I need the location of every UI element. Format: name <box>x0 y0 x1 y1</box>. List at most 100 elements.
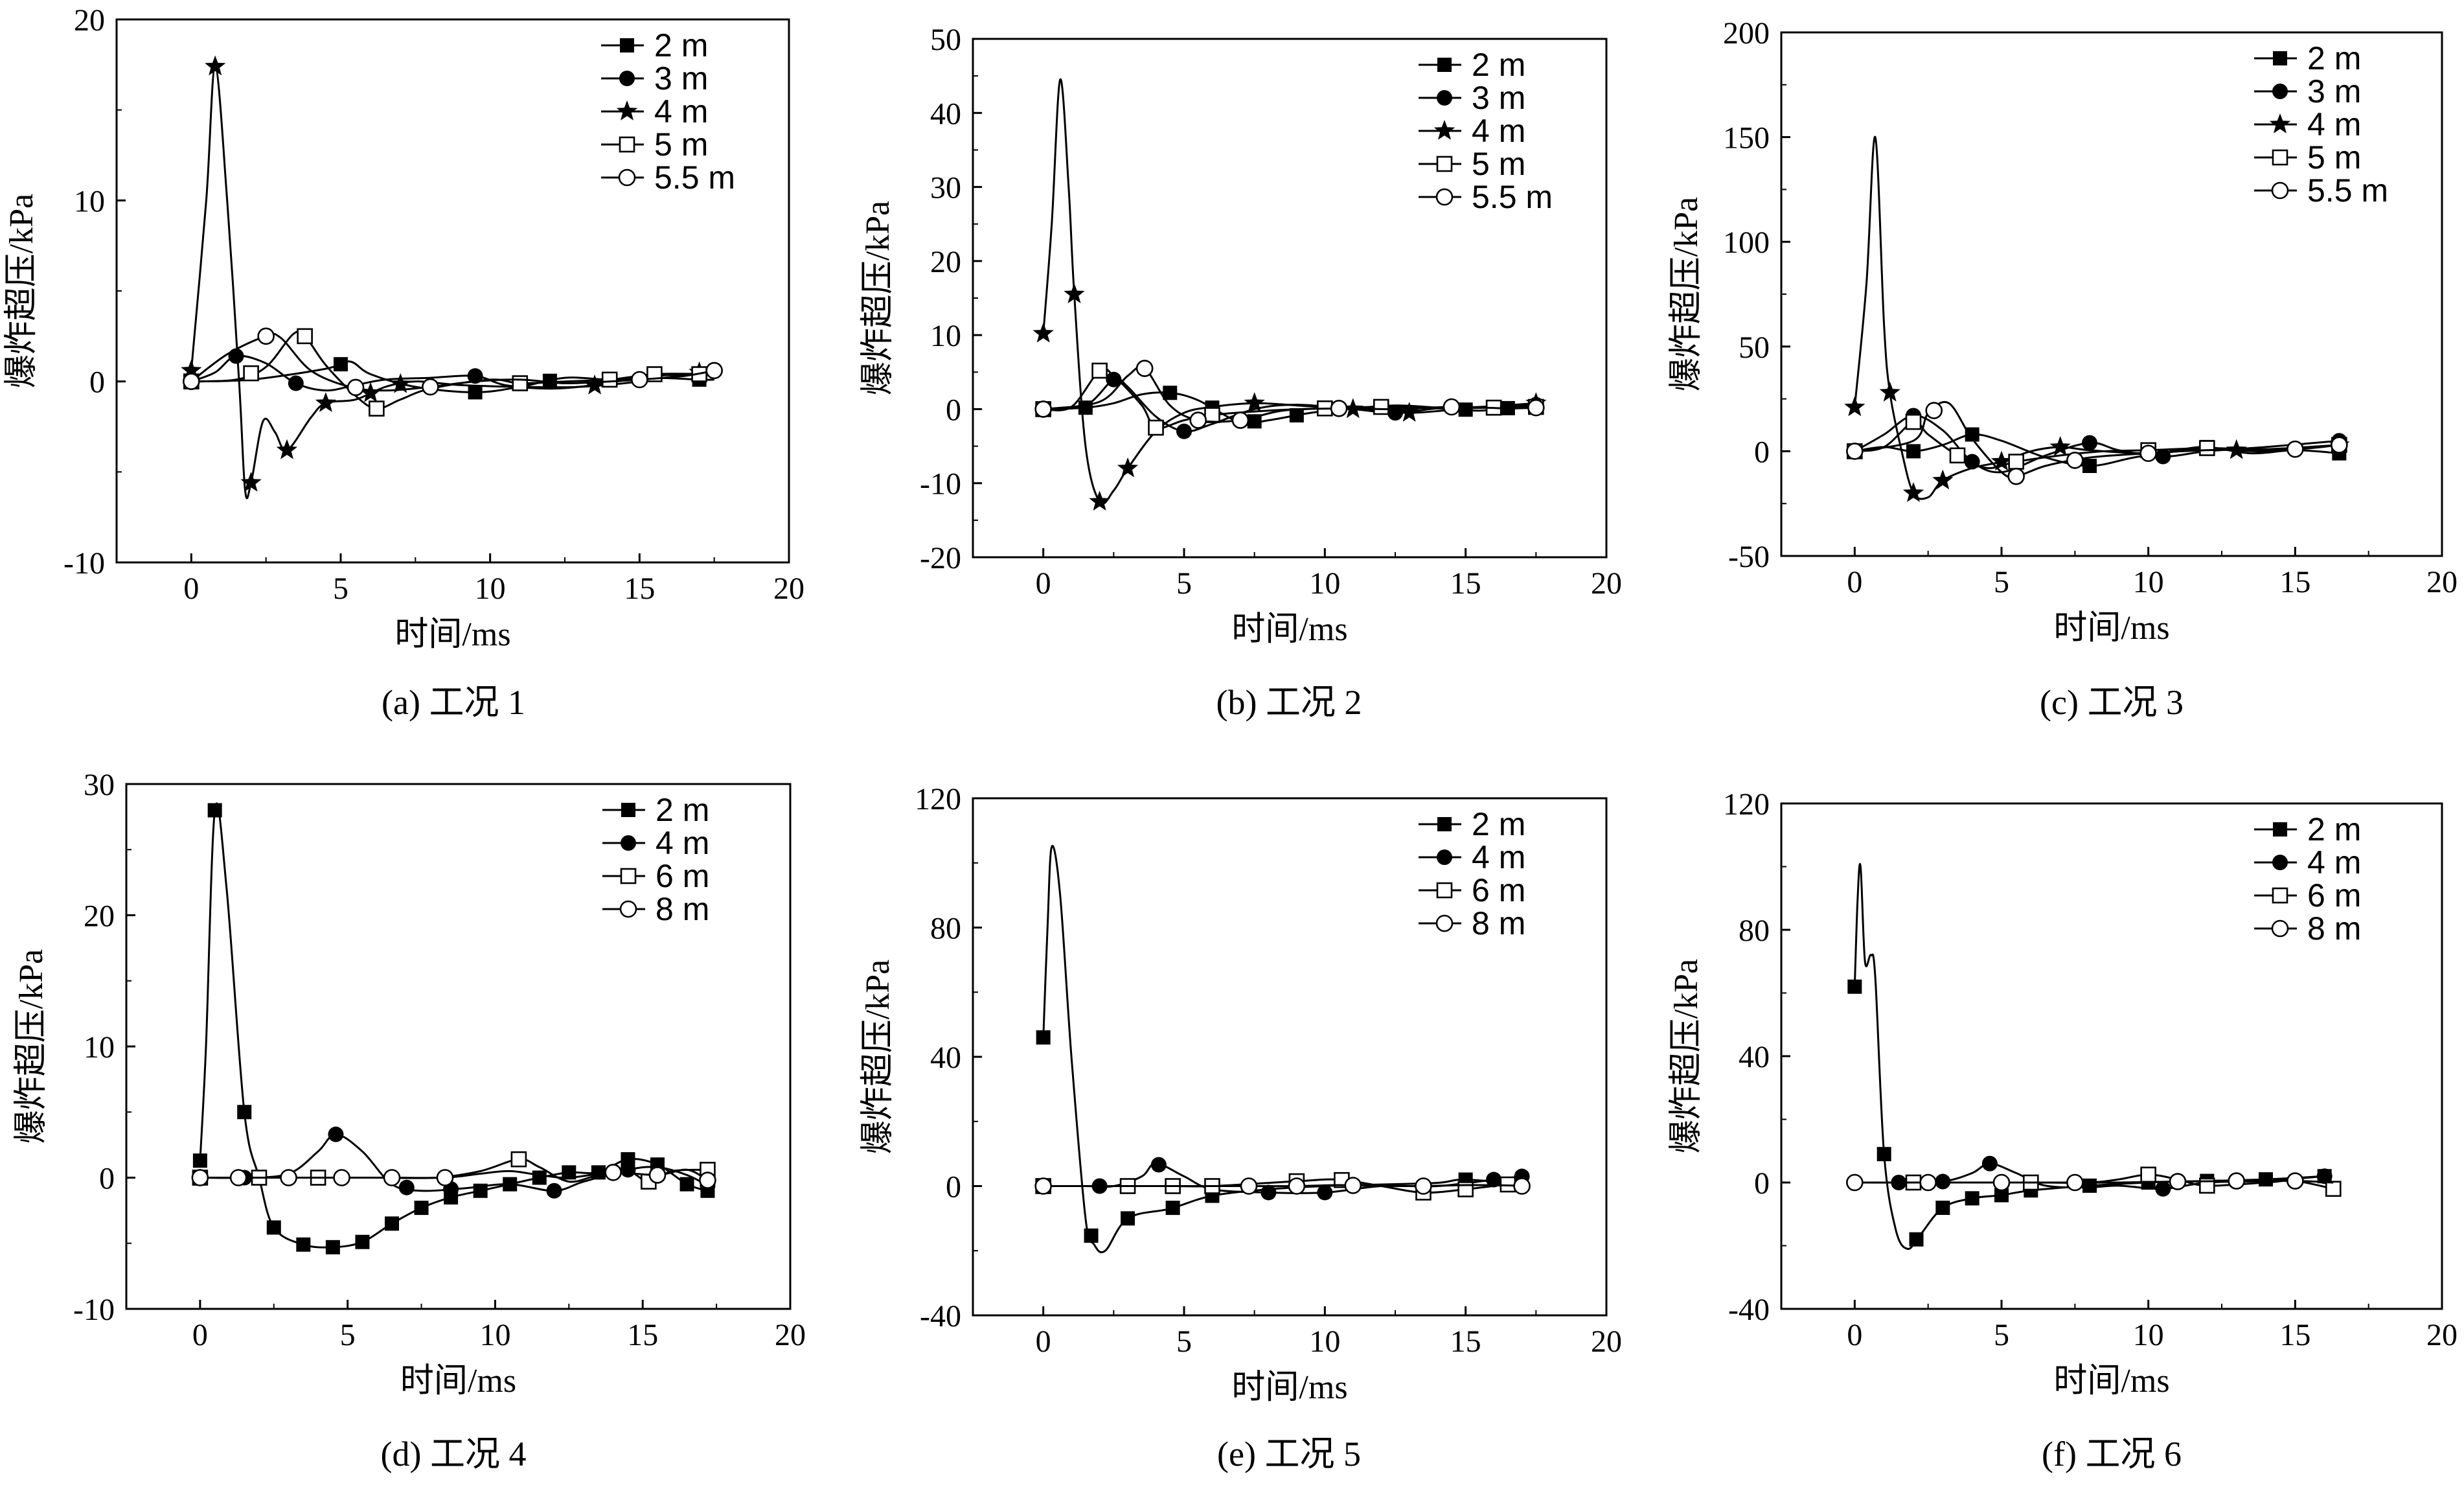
legend-marker <box>621 835 636 851</box>
legend-marker <box>1435 188 1454 206</box>
series-line <box>1854 1179 2334 1184</box>
data-point <box>1344 1177 1362 1194</box>
data-point <box>1150 1157 1167 1173</box>
data-point <box>2140 1166 2156 1183</box>
y-tick-label: 150 <box>1723 121 1770 156</box>
data-point <box>266 1220 281 1235</box>
series-5-5m <box>1846 401 2348 485</box>
x-tick-label: 10 <box>2133 1318 2164 1352</box>
data-point <box>1163 386 1178 400</box>
x-tick-label: 20 <box>2426 1318 2458 1352</box>
legend-label: 4 m <box>656 825 709 861</box>
y-tick-label: -10 <box>920 467 961 502</box>
y-tick-label: 10 <box>930 319 961 353</box>
series-8m <box>1846 1172 2334 1192</box>
data-point <box>1289 408 1304 422</box>
data-point <box>333 1169 350 1186</box>
legend-label: 2 m <box>654 27 708 63</box>
x-axis-title: 时间/ms <box>1231 611 1347 648</box>
data-point <box>1847 979 1862 994</box>
data-point <box>621 1152 635 1167</box>
data-point <box>422 378 439 396</box>
data-point <box>1244 392 1265 412</box>
chart-panel-4: 0 5 10 15 20 -10 0 10 20 30 时间/ms 爆炸超压/kPa 2 m4 m6 m… <box>13 768 806 1473</box>
legend-marker <box>2273 51 2287 65</box>
data-point <box>315 392 337 412</box>
x-tick-label: 5 <box>340 1318 356 1352</box>
x-tick-label: 0 <box>192 1318 208 1352</box>
x-tick-label: 20 <box>775 1318 806 1352</box>
panel-caption: (e) 工况 5 <box>1217 1435 1361 1473</box>
legend: 2 m4 m6 m8 m <box>1419 806 1525 941</box>
legend-label: 3 m <box>1472 80 1525 116</box>
data-point <box>648 1166 667 1184</box>
data-point <box>1415 1177 1432 1195</box>
x-tick-label: 10 <box>1309 566 1340 601</box>
data-point <box>347 378 365 397</box>
data-point <box>2155 448 2171 465</box>
data-point <box>562 1165 576 1180</box>
y-tick-label: 120 <box>915 782 961 816</box>
data-point <box>1330 399 1348 417</box>
data-point <box>1527 398 1545 417</box>
data-point <box>1991 450 2013 471</box>
data-point <box>1288 1177 1306 1195</box>
data-point <box>2049 435 2071 456</box>
legend-label: 5 m <box>1472 146 1525 182</box>
legend-marker <box>621 803 635 817</box>
data-point <box>1932 469 1954 490</box>
x-tick-label: 0 <box>1036 566 1051 601</box>
data-point <box>1981 1155 1998 1172</box>
legend-marker <box>1436 882 1453 899</box>
x-tick-label: 5 <box>1994 1318 2009 1352</box>
x-tick-label: 10 <box>2133 565 2164 599</box>
data-point <box>1949 447 1966 464</box>
legend-label: 6 m <box>1472 872 1525 908</box>
data-point <box>192 1153 207 1168</box>
y-tick-label: 30 <box>930 171 961 205</box>
data-point <box>1879 381 1900 402</box>
legend-label: 4 m <box>2307 106 2361 143</box>
data-point <box>2007 467 2025 485</box>
series-4m <box>1043 1157 1530 1201</box>
legend-marker <box>619 136 635 153</box>
data-point <box>2082 1178 2097 1193</box>
series-8m <box>191 1164 716 1189</box>
data-point <box>355 1234 370 1249</box>
data-point <box>510 1151 527 1168</box>
data-point <box>1905 413 1922 430</box>
data-point <box>1117 457 1139 478</box>
series-line <box>1042 844 1522 1254</box>
y-tick-label: -10 <box>73 1293 115 1327</box>
x-tick-label: 20 <box>1591 1324 1622 1359</box>
y-tick-label: 0 <box>946 1170 961 1205</box>
data-point <box>325 1240 340 1254</box>
panel-caption: (d) 工况 4 <box>381 1435 527 1473</box>
data-point <box>436 1169 454 1186</box>
legend-marker <box>1437 58 1452 72</box>
x-tick-label: 0 <box>1847 1318 1862 1352</box>
data-point <box>604 1164 622 1181</box>
series-2m <box>1847 862 2332 1250</box>
data-point <box>280 1169 297 1186</box>
y-tick-label: 80 <box>1739 914 1770 948</box>
data-point <box>383 1169 401 1186</box>
y-tick-label: 100 <box>1723 225 1770 260</box>
legend-marker <box>2271 919 2289 938</box>
y-tick-label: -50 <box>1728 540 1770 574</box>
legend-marker <box>2269 113 2291 133</box>
chart-panel-1: 0 5 10 15 20 -10 0 10 20 时间/ms 爆炸超压/kPa 2 m3 m4 m5 … <box>3 3 804 722</box>
data-point <box>398 1179 415 1195</box>
legend-label: 6 m <box>656 858 709 894</box>
data-point <box>1844 396 1865 417</box>
data-point <box>1240 1177 1258 1195</box>
series-line <box>200 1133 709 1192</box>
data-point <box>328 1126 344 1142</box>
x-axis-title: 时间/ms <box>2053 610 2169 647</box>
data-point <box>542 373 557 388</box>
data-point <box>705 362 723 380</box>
series-line <box>1042 78 1536 505</box>
data-point <box>620 1162 636 1178</box>
legend-marker <box>2272 84 2288 99</box>
data-point <box>2139 444 2157 462</box>
